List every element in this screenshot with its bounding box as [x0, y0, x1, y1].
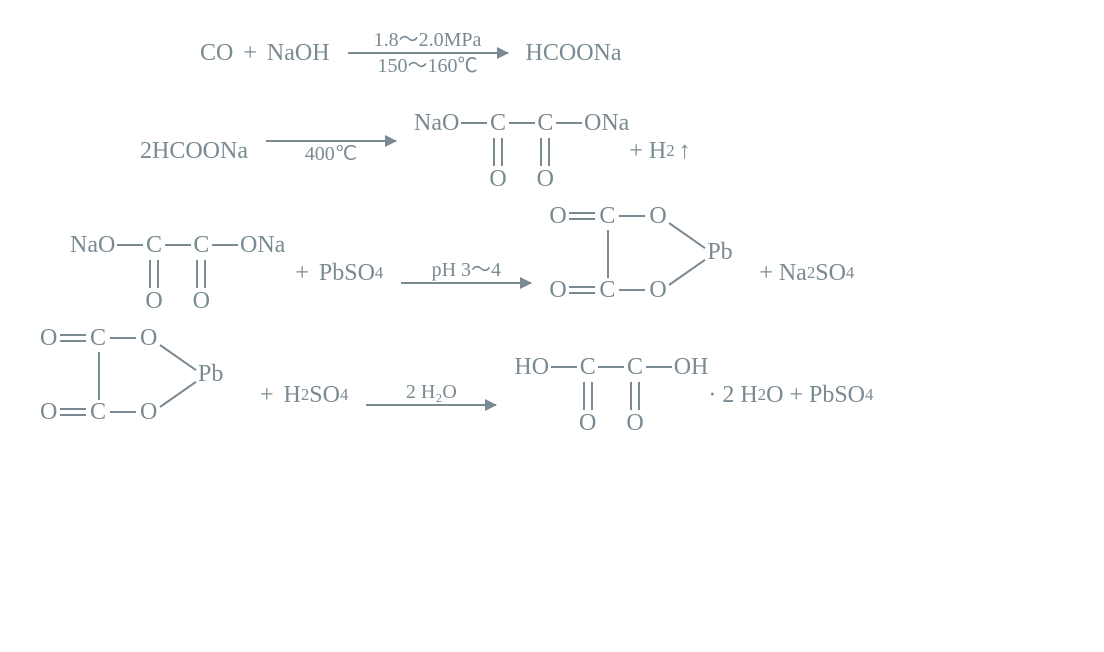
struct3-right: ONa	[240, 232, 285, 258]
coeff-2: 2	[140, 139, 152, 163]
struct-right: ONa	[584, 110, 629, 136]
arrow-1: 1.8～2.0MPa 150～160℃	[348, 30, 508, 76]
oxygen-1: O	[489, 166, 506, 192]
lead-oxalate-ring-2: O C O O C O Pb	[40, 320, 250, 430]
ring2-obr: O	[140, 400, 157, 424]
product-hcoona: HCOONa	[526, 41, 622, 65]
reactant-hcoona: HCOONa	[152, 139, 248, 163]
arrow-3: pH 3～4	[401, 260, 531, 286]
ring2-otl: O	[40, 326, 57, 350]
plus-sign: +	[243, 41, 257, 65]
carbon-4a: C	[580, 354, 596, 380]
h2so4: H2SO4	[284, 383, 349, 407]
sodium-oxalate-lhs: NaO C O C O ONa	[70, 232, 285, 314]
oxalic-acid-structure: HO C O C O OH	[514, 354, 708, 436]
arrow-4-top: 2 H₂O	[406, 382, 457, 402]
arrow-4: 2 H₂O	[366, 382, 496, 408]
ring-obl: O	[549, 278, 566, 302]
reactant-naoh: NaOH	[267, 41, 330, 65]
oxygen-4a: O	[579, 410, 596, 436]
oxygen-2: O	[537, 166, 554, 192]
arrow-1-top: 1.8～2.0MPa	[374, 30, 482, 50]
lead-oxalate-ring: O C O O C O Pb	[549, 198, 759, 308]
carbon-4b: C	[627, 354, 643, 380]
carbon-2: C	[537, 110, 553, 136]
struct4-right: OH	[674, 354, 709, 380]
reaction-4: O C O O C O Pb + H2SO4 2 H₂O HO C O C O OH…	[40, 354, 1064, 436]
ring2-otr: O	[140, 326, 157, 350]
arrow-1-bottom: 150～160℃	[378, 56, 478, 76]
ring-ct: C	[599, 204, 615, 228]
carbon-1: C	[490, 110, 506, 136]
plus-sign-3: +	[295, 261, 309, 285]
na2so4: + Na2SO4	[759, 261, 854, 285]
ring-otl: O	[549, 204, 566, 228]
gas-evolution-icon: ↑	[679, 139, 691, 163]
ring2-obl: O	[40, 400, 57, 424]
ring-pb: Pb	[707, 240, 732, 264]
struct-left: NaO	[414, 110, 459, 136]
struct3-left: NaO	[70, 232, 115, 258]
reaction-2: 2 HCOONa 400℃ NaO C O C O ONa + H2 ↑	[140, 110, 1064, 192]
oxygen-3b: O	[193, 288, 210, 314]
pbso4: PbSO4	[319, 261, 383, 285]
carbon-3a: C	[146, 232, 162, 258]
ring2-pb: Pb	[198, 362, 223, 386]
hydrate-tail: · 2 H2O + PbSO4	[708, 383, 873, 407]
struct4-left: HO	[514, 354, 549, 380]
ring-otr: O	[649, 204, 666, 228]
plus-sign-4: +	[260, 383, 274, 407]
reaction-3: NaO C O C O ONa + PbSO4 pH 3～4 O C O O C O…	[70, 232, 1064, 314]
oxygen-3a: O	[145, 288, 162, 314]
ring2-cb: C	[90, 400, 106, 424]
ring2-ct: C	[90, 326, 106, 350]
sodium-oxalate-structure: NaO C O C O ONa	[414, 110, 629, 192]
arrow-2-bottom: 400℃	[305, 144, 357, 164]
reactant-co: CO	[200, 41, 233, 65]
arrow-2: 400℃	[266, 138, 396, 164]
ring-cb: C	[599, 278, 615, 302]
ring-obr: O	[649, 278, 666, 302]
arrow-3-top: pH 3～4	[432, 260, 501, 280]
h2-tail: + H2	[629, 139, 674, 163]
oxygen-4b: O	[626, 410, 643, 436]
reaction-1: CO + NaOH 1.8～2.0MPa 150～160℃ HCOONa	[200, 30, 1064, 76]
carbon-3b: C	[193, 232, 209, 258]
